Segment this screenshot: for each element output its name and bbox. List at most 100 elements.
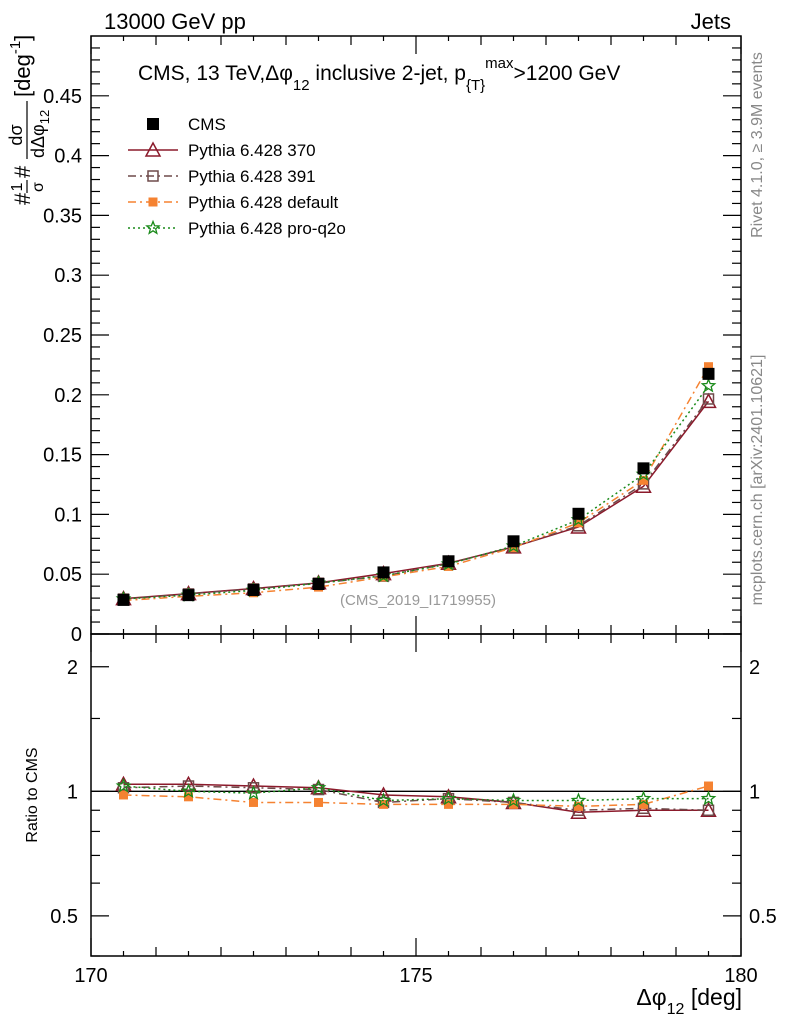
legend-label-cms: CMS — [188, 115, 226, 134]
ratio-point-pythia-6-428-default — [379, 799, 388, 809]
x-axis-label: Δφ12 [deg] — [636, 984, 742, 1018]
title-b: inclusive 2-jet, p — [310, 62, 466, 85]
data-point-pythia-6-428-default — [509, 543, 518, 553]
ratio-point-pythia-6-428-default — [704, 781, 713, 791]
data-point-pythia-6-428-391 — [702, 393, 715, 405]
ratio-point-pythia-6-428-pro-q2o — [570, 792, 587, 808]
y-tick-label: 0.15 — [43, 445, 82, 467]
y-tick-label: 0.45 — [43, 86, 82, 108]
y-tick-label: 0.05 — [43, 564, 82, 586]
legend-marker-pythia-6-428-391 — [147, 170, 159, 182]
data-point-pythia-6-428-370 — [700, 392, 717, 409]
y-tick-label: 0.1 — [54, 504, 82, 526]
data-point-pythia-6-428-370 — [635, 477, 652, 494]
ratio-point-pythia-6-428-default — [639, 799, 648, 809]
ylabel-unit: [deg-1] — [7, 35, 35, 97]
ratio-point-pythia-6-428-370 — [635, 801, 652, 818]
title-a: CMS, 13 TeV,Δφ — [138, 62, 293, 85]
ratio-point-pythia-6-428-pro-q2o — [635, 790, 652, 806]
ratio-point-pythia-6-428-pro-q2o — [115, 777, 132, 793]
ratio-y-tick-label: 2 — [67, 657, 78, 679]
series-line-pythia-6-428-370 — [123, 400, 710, 600]
ylabel-prefix-den: σ — [30, 182, 47, 192]
data-point-pythia-6-428-pro-q2o — [700, 377, 717, 393]
y-tick-label: 0.3 — [54, 265, 82, 287]
data-point-cms — [247, 583, 260, 596]
mcplots-label: mcplots.cern.ch [arXiv:2401.10621] — [749, 355, 766, 606]
data-point-cms — [442, 555, 455, 568]
ratio-point-pythia-6-428-pro-q2o — [245, 784, 262, 800]
series-line-pythia-6-428-default — [123, 366, 710, 602]
legend-marker-pythia-6-428-pro-q2o — [145, 219, 161, 235]
analysis-tag: (CMS_2019_I1719955) — [340, 592, 496, 609]
data-point-cms — [312, 578, 325, 591]
ratio-point-pythia-6-428-default — [184, 792, 193, 802]
data-point-cms — [377, 566, 390, 579]
ylabel-prefix-2: # — [10, 165, 35, 178]
legend-label-pythia-6-428-default: Pythia 6.428 default — [188, 193, 339, 212]
ratio-point-pythia-6-428-370 — [245, 777, 262, 793]
ratio-point-pythia-6-428-391 — [312, 783, 325, 796]
title-sup: max — [485, 55, 514, 72]
ratio-point-pythia-6-428-default — [314, 797, 323, 807]
legend: CMS Pythia 6.428 370 Pythia 6.428 391 Pythi… — [128, 115, 346, 238]
legend-marker-pythia-6-428-default — [148, 197, 158, 207]
ratio-point-pythia-6-428-pro-q2o — [375, 792, 392, 808]
y-tick-label: 0.2 — [54, 385, 82, 407]
ratio-point-pythia-6-428-pro-q2o — [440, 790, 457, 806]
ratio-series — [115, 775, 717, 820]
y-tick-label: 0.4 — [54, 146, 82, 168]
axis-tick-labels: 170 175 180 0 0.05 0.1 0.15 0.2 0.25 0.3 0.35 0.4 0.… — [43, 86, 777, 987]
series-line-pythia-6-428-pro-q2o — [123, 385, 710, 600]
header-left: 13000 GeV pp — [104, 9, 246, 34]
data-point-cms — [572, 507, 585, 520]
title-sub2: {T} — [466, 77, 485, 94]
data-point-cms — [182, 589, 195, 602]
ratio-point-pythia-6-428-370 — [570, 803, 587, 820]
y-axis-label: # 1 σ # dσ dΔφ12 [deg-1] — [6, 35, 52, 205]
data-point-cms — [702, 367, 715, 380]
data-point-pythia-6-428-default — [704, 362, 713, 372]
ylabel-prefix-num: 1 — [9, 182, 26, 191]
ylabel-den: dΔφ12 — [28, 110, 52, 158]
ratio-y-axis-label: Ratio to CMS — [24, 747, 41, 842]
ratio-y-tick-label-right: 0.5 — [749, 906, 777, 928]
ratio-line-pythia-6-428-pro-q2o — [123, 785, 709, 802]
ratio-point-pythia-6-428-default — [509, 799, 518, 809]
header-right: Jets — [691, 9, 731, 34]
ratio-point-pythia-6-428-default — [119, 790, 128, 800]
axis-ticks — [90, 36, 742, 957]
data-point-pythia-6-428-default — [639, 475, 648, 485]
ratio-point-pythia-6-428-pro-q2o — [310, 779, 327, 795]
ratio-y-tick-label-right: 1 — [749, 781, 760, 803]
x-tick-label: 180 — [724, 965, 757, 987]
ratio-point-pythia-6-428-pro-q2o — [505, 792, 522, 808]
y-tick-label: 0.25 — [43, 325, 82, 347]
ratio-point-pythia-6-428-pro-q2o — [700, 790, 717, 806]
ylabel-prefix: # — [10, 192, 35, 205]
ratio-point-pythia-6-428-391 — [702, 804, 715, 817]
x-tick-label: 170 — [74, 965, 107, 987]
data-point-cms — [637, 462, 650, 475]
plot-title: CMS, 13 TeV,Δφ12 inclusive 2-jet, p{T}ma… — [138, 55, 620, 94]
title-sub: 12 — [293, 77, 310, 94]
ylabel-num: dσ — [6, 124, 26, 145]
ratio-y-tick-label: 0.5 — [50, 906, 78, 928]
data-point-cms — [117, 593, 130, 606]
ratio-point-pythia-6-428-default — [444, 799, 453, 809]
data-point-cms — [507, 535, 520, 548]
title-end: >1200 GeV — [514, 62, 621, 85]
y-tick-label: 0 — [71, 624, 82, 646]
ratio-point-pythia-6-428-pro-q2o — [180, 783, 197, 799]
legend-label-pythia-6-428-pro-q2o: Pythia 6.428 pro-q2o — [188, 219, 346, 238]
series-line-pythia-6-428-391 — [123, 398, 710, 600]
x-tick-label: 175 — [399, 965, 432, 987]
main-series — [115, 362, 717, 606]
ratio-y-tick-label: 1 — [67, 781, 78, 803]
ratio-point-pythia-6-428-default — [574, 801, 583, 811]
ratio-line-pythia-6-428-default — [123, 785, 709, 808]
legend-label-pythia-6-428-391: Pythia 6.428 391 — [188, 167, 316, 186]
ratio-line-pythia-6-428-391 — [123, 785, 709, 812]
rivet-label: Rivet 4.1.0, ≥ 3.9M events — [749, 52, 766, 238]
